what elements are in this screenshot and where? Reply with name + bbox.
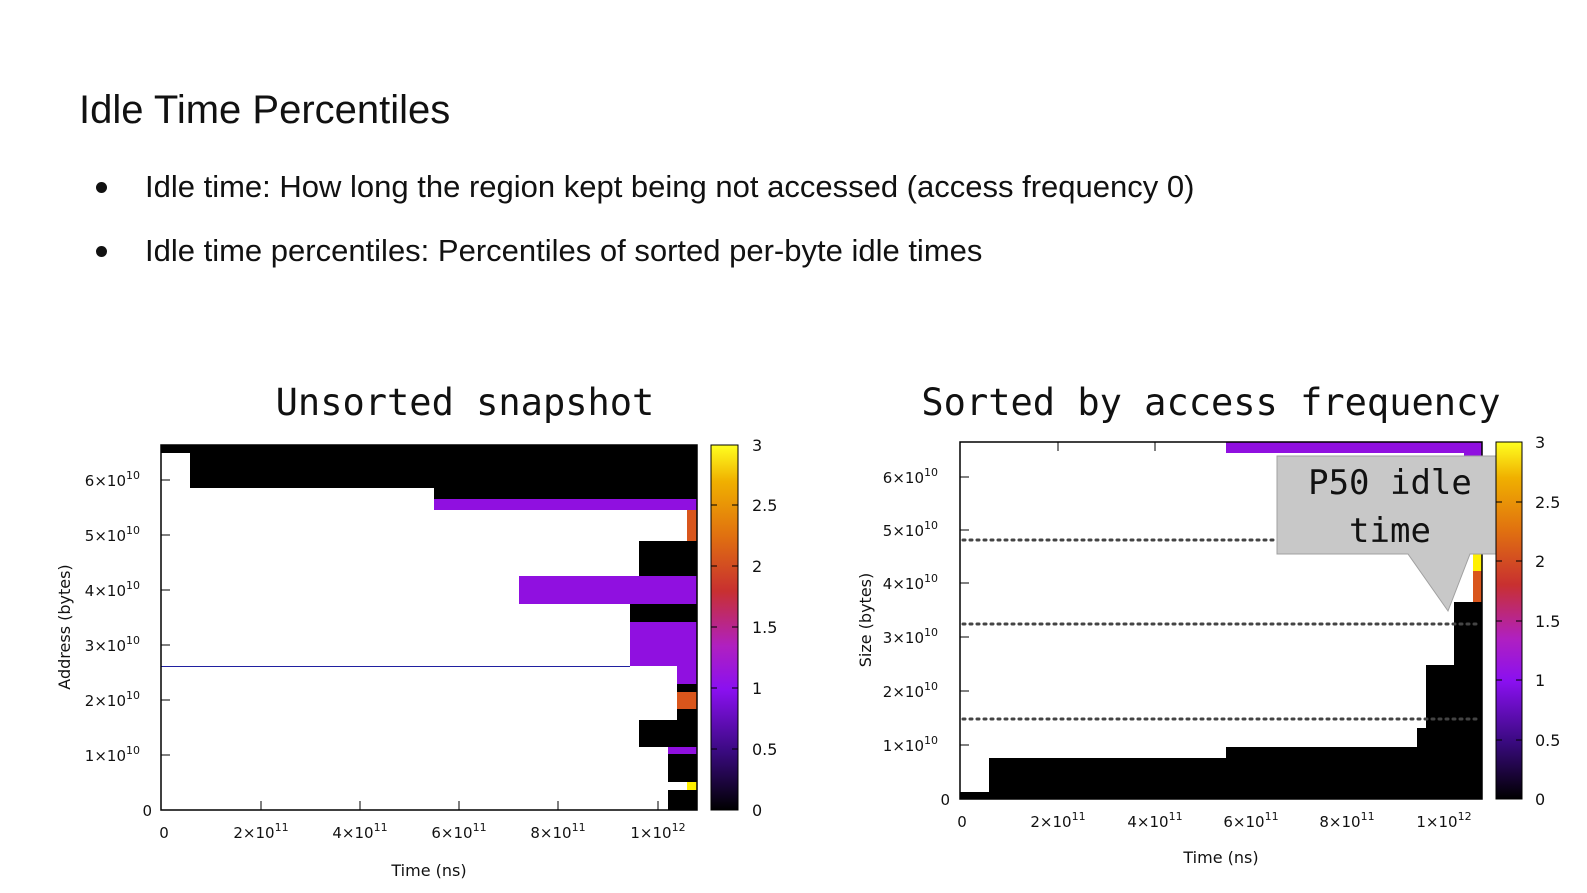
x-tick-label: 2×1011	[1030, 810, 1085, 831]
y-tick-label: 5×1010	[85, 524, 140, 545]
colorbar-ticks	[711, 504, 738, 750]
heatmap-cell	[1473, 553, 1482, 571]
heatmap-cell	[677, 684, 697, 692]
y-tick-labels: 0 1×1010 2×1010 3×1010 4×1010 5×1010 6×1…	[883, 466, 950, 809]
colorbar-tick-label: 2	[1535, 552, 1545, 571]
y-tick-label: 6×1010	[85, 469, 140, 490]
y-tick-label: 1×1010	[85, 744, 140, 765]
y-tick-label: 5×1010	[883, 519, 938, 540]
heatmap-cell	[434, 488, 697, 499]
bullet-text: Idle time percentiles: Percentiles of so…	[145, 233, 983, 268]
heatmap-cell	[639, 720, 697, 747]
colorbar-tick-label: 1.5	[1535, 612, 1560, 631]
heatmap-cell	[677, 692, 697, 709]
x-tick-label: 0	[159, 824, 169, 842]
x-axis-label: Time (ns)	[390, 861, 466, 880]
y-ticks	[161, 445, 659, 811]
heatmap-cell	[190, 453, 697, 488]
y-tick-label: 3×1010	[85, 634, 140, 655]
heatmap-cell	[1226, 442, 1482, 453]
y-tick-label: 1×1010	[883, 734, 938, 755]
y-axis-label: Address (bytes)	[55, 564, 74, 689]
unsorted-snapshot-plot: Unsorted snapshot 0 1	[0, 370, 800, 893]
heatmap-cell	[519, 576, 697, 604]
x-tick-labels: 0 2×1011 4×1011 6×1011 8×1011 1×1012	[957, 810, 1471, 831]
colorbar-tick-label: 2	[752, 557, 762, 576]
bullet-text: Idle time: How long the region kept bein…	[145, 169, 1195, 204]
x-axis-label: Time (ns)	[1182, 848, 1258, 867]
colorbar-tick-label: 2.5	[752, 496, 777, 515]
y-tick-label: 6×1010	[883, 466, 938, 487]
x-tick-label: 8×1011	[530, 821, 585, 842]
x-tick-label: 2×1011	[233, 821, 288, 842]
plot-frame	[959, 441, 1483, 800]
sorted-frequency-plot: Sorted by access frequency 0 1×1010 2×10…	[800, 370, 1587, 893]
colorbar-tick-label: 0	[1535, 790, 1545, 809]
colorbar-ticks	[1496, 501, 1522, 741]
x-tick-label: 4×1011	[332, 821, 387, 842]
x-tick-label: 0	[957, 813, 967, 831]
bullet-dot-icon	[96, 246, 107, 257]
bullet-list: Idle time: How long the region kept bein…	[94, 165, 1194, 293]
bullet-item: Idle time percentiles: Percentiles of so…	[94, 229, 1194, 293]
y-axis-label: Size (bytes)	[856, 573, 875, 668]
colorbar-tick-label: 1.5	[752, 618, 777, 637]
colorbar-tick-label: 0.5	[752, 740, 777, 759]
callout-text-line2: time	[1349, 511, 1431, 551]
heatmap-cell	[630, 604, 697, 622]
heatmap-cell	[639, 541, 697, 576]
plot-title: Sorted by access frequency	[921, 381, 1500, 424]
colorbar-tick-label: 2.5	[1535, 493, 1560, 512]
bullet-dot-icon	[96, 182, 107, 193]
heatmap-cell	[677, 709, 697, 720]
y-tick-label: 3×1010	[883, 626, 938, 647]
percentile-lines	[961, 538, 1482, 721]
heatmap-cell	[630, 622, 697, 666]
colorbar-tick-label: 0	[752, 801, 762, 820]
axis-ticks	[960, 442, 1156, 746]
callout-text-line1: P50 idle	[1308, 463, 1472, 503]
heatmap-cells	[161, 445, 697, 810]
colorbar-tick-label: 3	[1535, 433, 1545, 452]
y-tick-label: 2×1010	[85, 689, 140, 710]
colorbar-tick-labels: 0 0.5 1 1.5 2 2.5 3	[752, 436, 777, 820]
x-tick-label: 1×1012	[630, 821, 685, 842]
heatmap-line	[161, 666, 630, 667]
y-tick-label: 0	[142, 802, 152, 820]
heatmap-cell	[434, 499, 697, 510]
y-tick-label: 2×1010	[883, 680, 938, 701]
x-tick-label: 6×1011	[431, 821, 486, 842]
heatmap-cell	[161, 445, 697, 453]
heatmap-cell	[668, 754, 697, 782]
colorbar-tick-label: 1	[1535, 671, 1545, 690]
x-tick-labels: 0 2×1011 4×1011 6×1011 8×1011 1×1012	[159, 821, 685, 842]
y-tick-label: 4×1010	[85, 579, 140, 600]
plot-frame	[160, 444, 698, 811]
x-tick-label: 4×1011	[1127, 810, 1182, 831]
heatmap-cell	[687, 510, 697, 541]
colorbar-tick-label: 0.5	[1535, 731, 1560, 750]
y-tick-label: 4×1010	[883, 572, 938, 593]
slide-title: Idle Time Percentiles	[79, 88, 451, 132]
colorbar-tick-labels: 0 0.5 1 1.5 2 2.5 3	[1535, 433, 1560, 809]
x-tick-label: 6×1011	[1223, 810, 1278, 831]
y-tick-label: 0	[940, 791, 950, 809]
heatmap-cell	[677, 666, 697, 684]
plot-title: Unsorted snapshot	[276, 381, 655, 424]
heatmap-cell	[687, 782, 697, 790]
bullet-item: Idle time: How long the region kept bein…	[94, 165, 1194, 229]
colorbar-tick-label: 3	[752, 436, 762, 455]
heatmap-cell	[668, 790, 697, 810]
x-tick-label: 1×1012	[1416, 810, 1471, 831]
heatmap-staircase	[960, 602, 1482, 799]
heatmap-cell	[1473, 571, 1482, 602]
p50-callout: P50 idle time	[1276, 455, 1504, 613]
heatmap-cell	[668, 747, 697, 754]
y-tick-labels: 0 1×1010 2×1010 3×1010 4×1010 5×1010 6×1…	[85, 469, 152, 820]
x-tick-label: 8×1011	[1319, 810, 1374, 831]
colorbar-tick-label: 1	[752, 679, 762, 698]
